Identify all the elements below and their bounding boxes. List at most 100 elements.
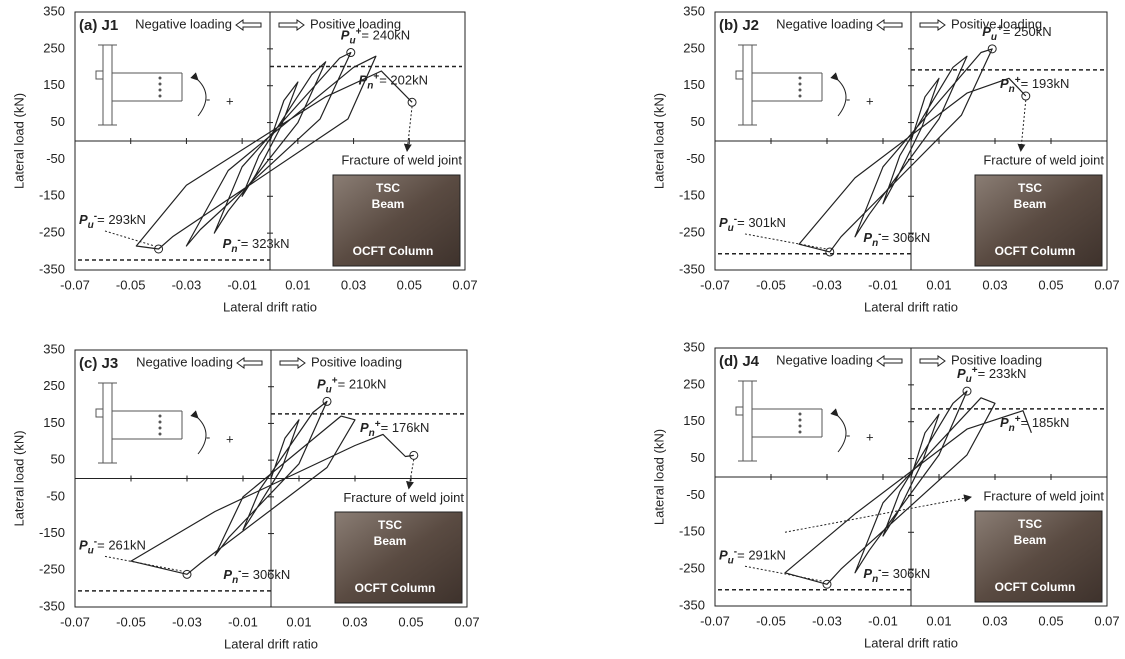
subscript: u [728, 555, 734, 566]
x-tick-label: -0.01 [868, 613, 898, 628]
arrow-icon [919, 19, 946, 31]
x-tick-label: 0.03 [982, 277, 1007, 292]
subscript: n [1009, 84, 1015, 95]
peak-marker [962, 386, 972, 396]
arrow-icon [876, 355, 903, 367]
y-tick-label: 150 [43, 77, 65, 92]
annotation: Pn-= 306kN [223, 565, 290, 585]
fracture-label: Fracture of weld joint [343, 490, 464, 505]
superscript: - [238, 565, 241, 576]
superscript: + [997, 22, 1003, 33]
moment-sign: + [866, 429, 874, 444]
y-tick-label: 350 [43, 3, 65, 18]
superscript: + [1015, 75, 1021, 86]
superscript: + [356, 26, 362, 37]
bolt [798, 418, 802, 422]
symbol: P [1000, 415, 1009, 430]
x-tick-label: 0.01 [926, 277, 951, 292]
annotation-text: = 202kN [379, 73, 428, 88]
y-tick-label: 50 [691, 450, 705, 465]
y-tick-label: -350 [679, 597, 705, 612]
annotation: Pu+= 210kN [317, 375, 386, 395]
annotation-text: = 176kN [381, 420, 430, 435]
annotation-text: = 306kN [882, 230, 931, 245]
photo-label: TSC [1018, 181, 1042, 195]
annotation-text: = 261kN [97, 538, 146, 553]
y-tick-label: -50 [686, 151, 705, 166]
x-axis-label: Lateral drift ratio [864, 635, 958, 650]
y-tick-label: -250 [39, 225, 65, 240]
negative-label: Negative loading [776, 352, 873, 367]
moment-sign: + [226, 93, 234, 108]
annotation: Pn-= 306kN [863, 228, 930, 248]
superscript: + [373, 71, 379, 82]
annotation: Pu-= 293kN [79, 211, 146, 231]
y-tick-label: 50 [51, 114, 65, 129]
moment-arrow [190, 72, 207, 117]
annotation: Pn+= 202kN [359, 71, 428, 91]
x-tick-label: 0.07 [1094, 613, 1119, 628]
fracture-label: Fracture of weld joint [983, 152, 1104, 167]
annotation-text: = 210kN [338, 377, 387, 392]
peak-marker [822, 579, 832, 589]
leader [744, 233, 826, 250]
y-axis-label: Lateral load (kN) [11, 93, 26, 189]
negative-label: Negative loading [135, 16, 232, 31]
joint-sketch [95, 44, 183, 126]
y-axis-label: Lateral load (kN) [11, 430, 26, 526]
arrow-icon [235, 19, 262, 31]
y-tick-label: 250 [683, 40, 705, 55]
peak-marker [154, 244, 164, 254]
fracture-arrow [1017, 99, 1027, 152]
symbol: P [223, 567, 232, 582]
x-tick-label: -0.03 [172, 614, 202, 629]
subscript: n [231, 244, 237, 255]
x-axis-label: Lateral drift ratio [223, 299, 317, 314]
photo-label: TSC [376, 181, 400, 195]
annotation-text: = 291kN [737, 548, 786, 563]
bolt [798, 94, 802, 98]
annotation: Pn+= 185kN [1000, 413, 1069, 433]
photo-inset [974, 510, 1103, 603]
x-tick-label: 0.03 [342, 614, 367, 629]
annotation-text: = 293kN [97, 212, 146, 227]
moment-sign: + [866, 93, 874, 108]
y-axis-label: Lateral load (kN) [651, 429, 666, 525]
y-tick-label: -250 [679, 561, 705, 576]
y-tick-label: 250 [683, 376, 705, 391]
symbol: P [719, 215, 728, 230]
x-tick-label: -0.05 [756, 613, 786, 628]
x-tick-label: -0.07 [60, 614, 90, 629]
symbol: P [317, 377, 326, 392]
hysteresis-curve [135, 51, 413, 250]
photo-inset [332, 174, 461, 267]
y-tick-label: -350 [39, 598, 65, 613]
annotation: Pn+= 193kN [1000, 75, 1069, 95]
photo-label: OCFT Column [995, 244, 1076, 258]
superscript: + [1015, 413, 1021, 424]
y-tick-label: -150 [39, 188, 65, 203]
x-tick-label: 0.01 [286, 614, 311, 629]
y-tick-label: 250 [43, 378, 65, 393]
positive-label: Positive loading [311, 354, 402, 369]
photo-inset [334, 511, 463, 604]
photo-label: Beam [1014, 197, 1047, 211]
annotation: Pn+= 176kN [360, 419, 429, 439]
superscript: - [94, 536, 97, 547]
symbol: P [360, 420, 369, 435]
photo-label: OCFT Column [353, 244, 434, 258]
arrow-icon [236, 357, 263, 369]
fracture-arrow [406, 459, 415, 490]
x-tick-label: 0.07 [1094, 277, 1119, 292]
y-tick-label: -350 [39, 261, 65, 276]
bolt [158, 82, 162, 86]
leader [104, 555, 184, 572]
fracture-arrow [403, 106, 413, 152]
moment-sign: - [846, 427, 850, 442]
subscript: n [872, 573, 878, 584]
photo-label: Beam [1014, 533, 1047, 547]
photo-label: TSC [1018, 517, 1042, 531]
positive-label: Positive loading [951, 16, 1042, 31]
subscript: n [367, 80, 373, 91]
